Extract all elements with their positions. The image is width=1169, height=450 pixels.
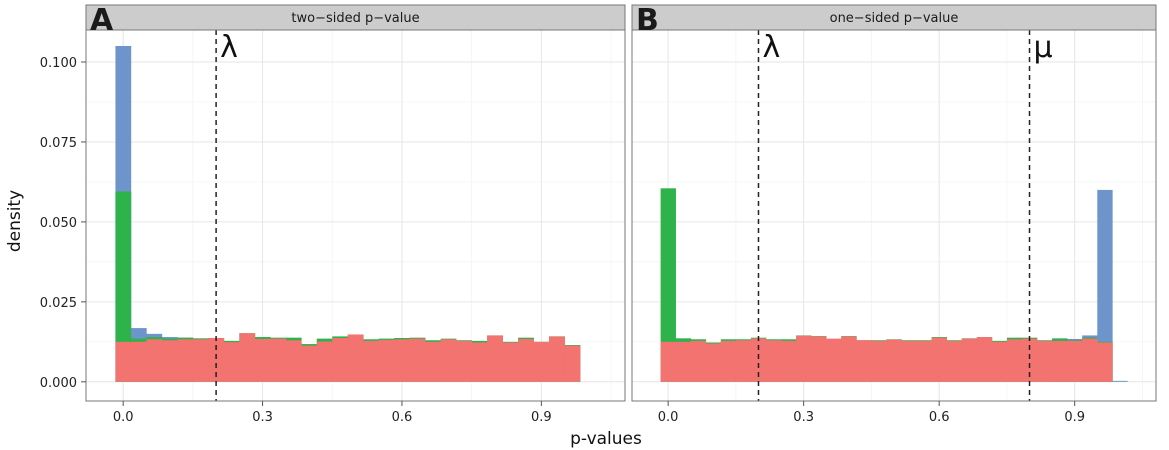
histogram-bar-red — [146, 339, 163, 382]
histogram-bar-red — [161, 340, 178, 382]
x-tick-label: 0.0 — [113, 410, 134, 425]
histogram-bar-red — [976, 337, 993, 382]
chart-root: λ two−sided p−value A 0.0 0.3 0.6 0.9 0.000 0.02… — [40, 3, 1157, 425]
y-tick-label: 0.000 — [40, 376, 77, 391]
strip-background — [85, 4, 626, 31]
histogram-bar-red — [841, 336, 857, 382]
histogram-bar-red — [796, 335, 812, 382]
histogram-bar-red — [549, 336, 565, 382]
histogram-bar-red — [1082, 338, 1098, 382]
x-tick-label: 0.9 — [531, 410, 552, 425]
histogram-bar-red — [931, 337, 947, 382]
histogram-bar-red — [1037, 340, 1053, 382]
histogram-bar-red — [1021, 338, 1038, 382]
y-tick-label: 0.050 — [40, 216, 77, 231]
histogram-bar-red — [660, 341, 676, 382]
histogram-bar-red — [285, 340, 302, 382]
histogram-bar-blue — [1112, 380, 1128, 382]
histogram-bar-red — [239, 333, 256, 382]
x-tick-label: 0.0 — [658, 410, 679, 425]
histogram-bar-red — [394, 339, 411, 382]
strip-background — [631, 4, 1157, 31]
histogram-bar-red — [254, 338, 271, 382]
x-axis-title: p-values — [570, 429, 642, 449]
histogram-bar-red — [518, 338, 534, 382]
histogram-bar-red — [991, 341, 1008, 382]
histogram-bar-red — [1097, 342, 1113, 382]
histogram-bar-red — [270, 338, 287, 382]
histogram-bar-red — [856, 340, 872, 382]
histogram-bar-red — [301, 345, 318, 382]
histogram-bar-red — [811, 336, 827, 382]
y-tick-label: 0.100 — [40, 56, 77, 71]
strip-label: one−sided p−value — [830, 11, 959, 26]
histogram-bar-red — [115, 341, 132, 382]
histogram-bar-red — [533, 341, 550, 382]
histogram-bar-red — [363, 340, 380, 382]
histogram-bar-red — [316, 341, 333, 382]
x-tick-label: 0.6 — [929, 410, 950, 425]
histogram-bar-red — [347, 334, 364, 382]
panel-letter: B — [636, 3, 659, 38]
histogram-bar-red — [208, 337, 225, 382]
histogram-bar-red — [781, 340, 797, 382]
histogram-bar-red — [440, 339, 457, 382]
histogram-bar-red — [750, 338, 767, 382]
histogram-bar-red — [705, 343, 722, 382]
histogram-bar-red — [456, 340, 472, 382]
histogram-bar-red — [720, 340, 737, 382]
x-tick-label: 0.6 — [392, 410, 413, 425]
histogram-bar-red — [471, 342, 488, 382]
strip-label: two−sided p−value — [291, 11, 419, 26]
histogram-bar-red — [675, 341, 692, 382]
histogram-bar-red — [130, 341, 147, 382]
threshold-label: λ — [762, 30, 780, 65]
histogram-bar-red — [487, 335, 503, 382]
threshold-label: λ — [220, 30, 238, 65]
histogram-bar-green — [660, 188, 676, 382]
histogram-bar-red — [916, 340, 932, 382]
histogram-bar-red — [826, 338, 842, 382]
histogram-bar-red — [1067, 340, 1083, 382]
histogram-bar-red — [1052, 340, 1068, 382]
histogram-bar-red — [502, 342, 519, 382]
histogram-bar-red — [961, 338, 978, 382]
y-tick-label: 0.075 — [40, 136, 77, 151]
histogram-bar-red — [1006, 339, 1023, 382]
histogram-bar-red — [946, 340, 963, 382]
histogram-bar-red — [177, 339, 194, 382]
x-tick-label: 0.9 — [1064, 410, 1085, 425]
y-tick-label: 0.025 — [40, 296, 77, 311]
histogram-bar-red — [901, 340, 917, 382]
x-tick-label: 0.3 — [252, 410, 273, 425]
histogram-bar-red — [871, 340, 887, 382]
panel-b: λ μ one−sided p−value B 0.0 0.3 0.6 0.9 — [631, 3, 1157, 425]
y-axis-title: density — [5, 190, 25, 252]
threshold-label: μ — [1034, 30, 1053, 65]
x-tick-label: 0.3 — [793, 410, 814, 425]
histogram-bar-red — [690, 340, 707, 382]
panel-a: λ two−sided p−value A 0.0 0.3 0.6 0.9 0.000 0.02… — [40, 3, 626, 425]
histogram-bar-red — [192, 339, 209, 382]
panel-letter: A — [90, 3, 114, 38]
histogram-bar-red — [564, 345, 581, 382]
histogram-bar-red — [223, 342, 240, 382]
histogram-bar-red — [378, 339, 395, 382]
histogram-bar-red — [766, 340, 782, 382]
histogram-bar-red — [886, 339, 902, 382]
histogram-bar-red — [735, 340, 752, 382]
histogram-bar-red — [332, 337, 349, 382]
histogram-bar-red — [409, 338, 426, 382]
histogram-bar-blue — [1097, 189, 1113, 382]
histogram-bar-green — [115, 191, 132, 382]
histogram-bar-red — [425, 341, 441, 382]
